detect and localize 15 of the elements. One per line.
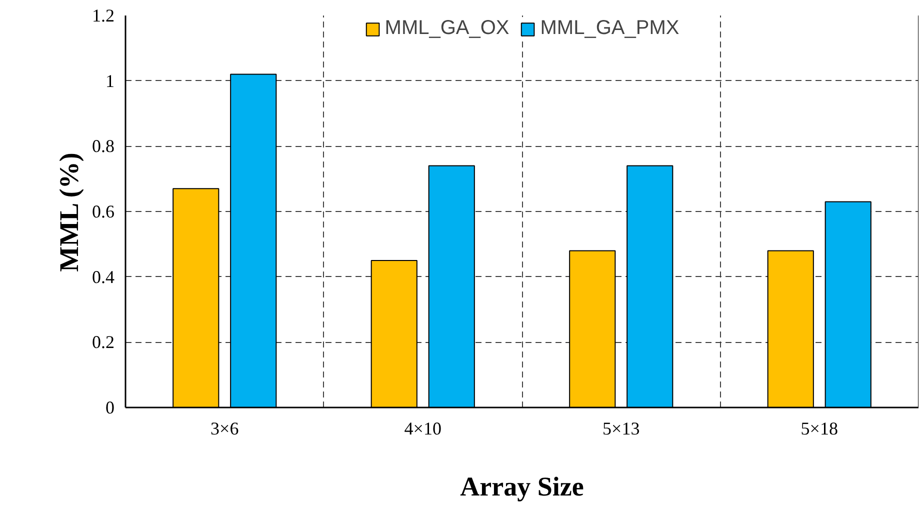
x-tick-label: 4×10	[404, 418, 442, 438]
x-tick-label: 3×6	[210, 418, 239, 438]
x-tick-label: 5×13	[602, 418, 640, 438]
legend-label: MML_GA_PMX	[540, 17, 680, 40]
y-tick-label: 0.6	[92, 202, 114, 222]
y-axis-title: MML (%)	[54, 152, 84, 272]
x-axis-title: Array Size	[460, 472, 584, 502]
y-tick-label: 0.8	[92, 136, 114, 156]
y-tick-label: 1	[106, 70, 114, 91]
y-tick-label: 1.2	[92, 6, 114, 26]
x-tick-label: 5×18	[800, 418, 838, 438]
y-tick-label: 0	[106, 398, 114, 418]
y-tick-label: 0.2	[92, 332, 114, 352]
legend-label: MML_GA_OX	[384, 17, 510, 40]
y-tick-label: 0.4	[92, 266, 114, 287]
